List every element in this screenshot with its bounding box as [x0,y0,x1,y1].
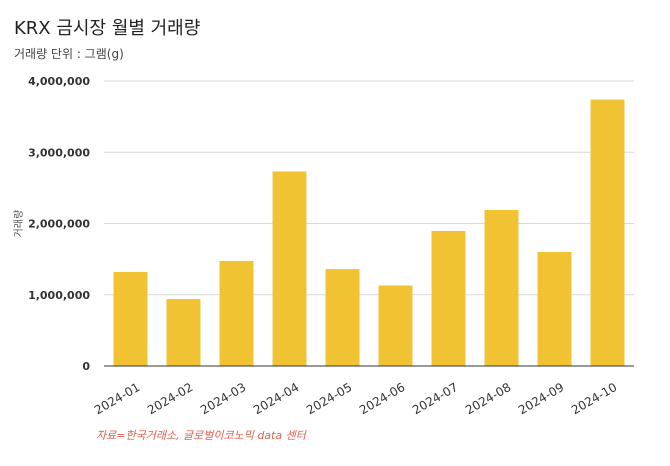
y-axis-ticks: 0 1,000,000 2,000,000 3,000,000 4,000,000 [28,75,90,373]
bar-2024-01 [113,271,148,366]
x-tick-label: 2024-05 [304,380,354,417]
source-note: 자료=한국거래소, 글로벌이코노믹 data 센터 [96,429,306,442]
bar-2024-10 [590,99,625,367]
y-tick-label: 2,000,000 [28,218,90,231]
x-tick-label: 2024-01 [92,380,142,417]
chart-title: KRX 금시장 월별 거래량 [14,18,201,39]
bar-2024-04 [272,171,307,366]
y-tick-label: 4,000,000 [28,75,90,88]
bar-2024-03 [219,260,254,366]
x-tick-label: 2024-03 [198,380,248,417]
bar-2024-06 [378,285,413,366]
bars [113,99,625,367]
bar-2024-05 [325,269,360,366]
y-tick-label: 3,000,000 [28,146,90,159]
bar-2024-02 [166,299,201,366]
x-tick-label: 2024-08 [463,380,513,417]
x-tick-label: 2024-10 [569,380,619,417]
y-tick-label: 1,000,000 [28,289,90,302]
x-tick-label: 2024-02 [145,380,195,417]
x-tick-label: 2024-07 [410,380,460,417]
chart-subtitle: 거래량 단위 : 그램(g) [14,47,124,61]
y-tick-label: 0 [82,360,90,373]
x-tick-label: 2024-04 [251,380,301,417]
y-axis-title: 거래량 [13,210,25,238]
x-tick-label: 2024-06 [357,380,407,417]
x-tick-label: 2024-09 [516,380,566,417]
x-axis-ticks: 2024-01 2024-02 2024-03 2024-04 2024-05 2024-… [92,380,619,417]
bar-2024-09 [537,252,572,366]
bar-2024-08 [484,209,519,366]
bar-2024-07 [431,230,466,366]
